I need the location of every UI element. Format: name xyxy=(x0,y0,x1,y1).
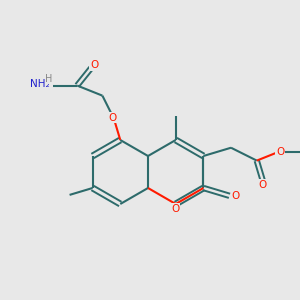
Text: O: O xyxy=(231,191,240,201)
Text: O: O xyxy=(109,112,117,122)
Text: O: O xyxy=(259,179,267,190)
Text: O: O xyxy=(172,204,180,214)
Text: O: O xyxy=(90,60,98,70)
Text: O: O xyxy=(276,147,284,157)
Text: H: H xyxy=(46,74,53,83)
Text: NH₂: NH₂ xyxy=(29,79,49,88)
